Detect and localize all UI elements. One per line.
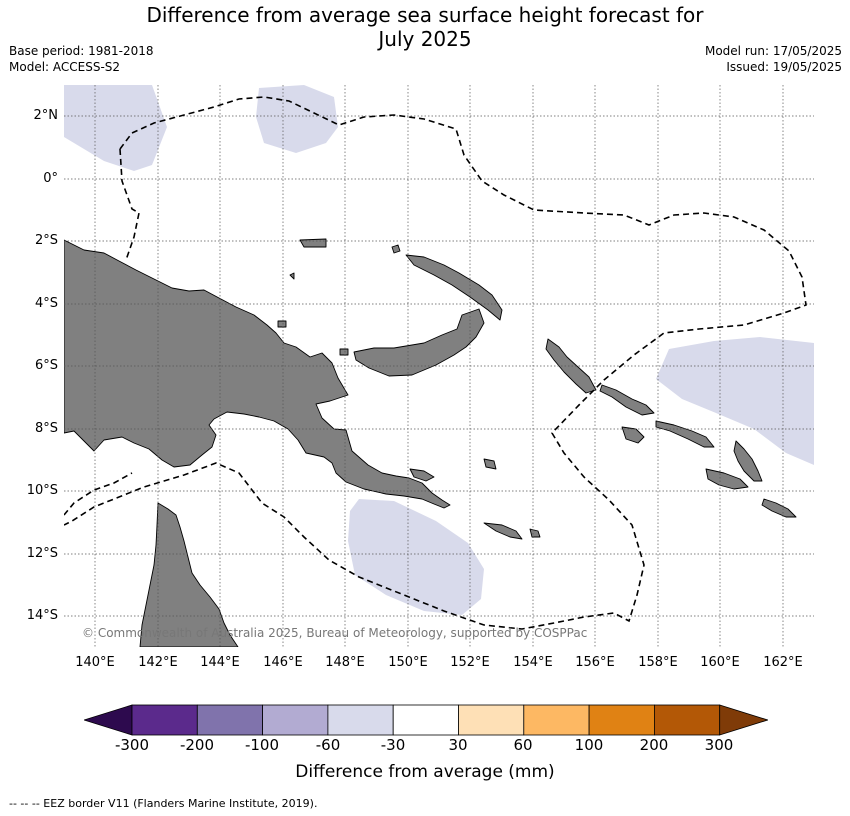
anomaly-area-south — [348, 499, 484, 615]
lat-tick-label: 6°S — [34, 358, 58, 373]
colorbar-label: -200 — [179, 736, 215, 754]
land-manus — [299, 238, 327, 248]
lon-tick-label: 160°E — [700, 655, 740, 670]
colorbar-label: 300 — [704, 736, 734, 754]
copyright-notice: © Commonwealth of Australia 2025, Bureau… — [82, 626, 588, 640]
lon-tick-label: 146°E — [263, 655, 303, 670]
eez-border — [64, 96, 807, 630]
colorbar-swatch — [588, 704, 655, 736]
lat-tick-label: 2°N — [33, 108, 59, 123]
lon-tick-label: 158°E — [638, 655, 678, 670]
colorbar-label: -60 — [315, 736, 341, 754]
land-fergusson-islands — [409, 468, 435, 482]
lat-tick-label: 0° — [43, 171, 58, 186]
colorbar-title: Difference from average (mm) — [295, 762, 555, 782]
colorbar-swatch — [392, 704, 459, 736]
land-bismarck-small — [277, 244, 401, 356]
colorbar-extend-low — [84, 704, 133, 736]
lat-tick-label: 10°S — [26, 483, 58, 498]
land-santa-isabel — [655, 420, 715, 448]
land-new-ireland — [405, 254, 503, 321]
meta-left: Base period: 1981-2018 Model: ACCESS-S2 — [9, 43, 154, 75]
colorbar-label: -30 — [380, 736, 406, 754]
issued-date: Issued: 19/05/2025 — [726, 60, 842, 74]
graticule — [64, 85, 814, 647]
model-name: Model: ACCESS-S2 — [9, 60, 121, 74]
land-bougainville — [545, 338, 597, 394]
land-makira — [761, 498, 797, 518]
colorbar-swatch — [327, 704, 394, 736]
colorbar-swatch — [262, 704, 329, 736]
lon-tick-label: 154°E — [513, 655, 553, 670]
land-new-georgia — [621, 426, 645, 444]
colorbar-swatches — [84, 704, 768, 736]
land-cape-york — [139, 502, 239, 647]
anomaly-area-east — [656, 337, 814, 465]
land-new-guinea — [64, 239, 451, 509]
meta-right: Model run: 17/05/2025 Issued: 19/05/2025 — [705, 43, 842, 75]
colorbar-swatch — [131, 704, 198, 736]
colorbar-label: 100 — [574, 736, 604, 754]
lat-tick-label: 8°S — [34, 421, 58, 436]
colorbar-swatch — [654, 704, 721, 736]
colorbar-swatch — [458, 704, 525, 736]
eez-footnote: -- -- -- EEZ border V11 (Flanders Marine… — [9, 797, 318, 810]
land-malaita — [733, 440, 763, 482]
lon-tick-label: 150°E — [388, 655, 428, 670]
colorbar-swatch — [523, 704, 590, 736]
lon-tick-label: 142°E — [138, 655, 178, 670]
lon-tick-label: 156°E — [575, 655, 615, 670]
land-woodlark — [483, 458, 497, 470]
colorbar-label: -300 — [114, 736, 150, 754]
colorbar — [84, 704, 768, 736]
base-period: Base period: 1981-2018 — [9, 44, 154, 58]
colorbar-label: -100 — [244, 736, 280, 754]
anomaly-area-nw — [64, 85, 167, 171]
map-panel — [64, 85, 814, 647]
anomaly-area-north — [256, 85, 338, 153]
colorbar-label: 200 — [639, 736, 669, 754]
chart-title: Difference from average sea surface heig… — [0, 3, 850, 51]
colorbar-extend-high — [719, 704, 768, 736]
lat-tick-label: 4°S — [34, 296, 58, 311]
model-run: Model run: 17/05/2025 — [704, 44, 842, 58]
lon-tick-label: 144°E — [200, 655, 240, 670]
land-rossel — [529, 528, 541, 538]
land-louisiade — [483, 522, 523, 540]
colorbar-label: 30 — [448, 736, 468, 754]
land-choiseul — [599, 384, 655, 416]
colorbar-label: 60 — [513, 736, 533, 754]
title-line-2: July 2025 — [378, 27, 472, 51]
colorbar-swatch — [196, 704, 264, 736]
lat-tick-label: 14°S — [26, 608, 58, 623]
lon-tick-label: 152°E — [450, 655, 490, 670]
lon-tick-label: 140°E — [75, 655, 115, 670]
lat-tick-label: 2°S — [34, 233, 58, 248]
lon-tick-label: 162°E — [763, 655, 803, 670]
land-masses — [64, 238, 797, 647]
land-guadalcanal — [705, 468, 749, 490]
land-new-britain — [353, 308, 485, 377]
lon-tick-label: 148°E — [325, 655, 365, 670]
lat-tick-label: 12°S — [26, 546, 58, 561]
title-line-1: Difference from average sea surface heig… — [146, 3, 704, 27]
